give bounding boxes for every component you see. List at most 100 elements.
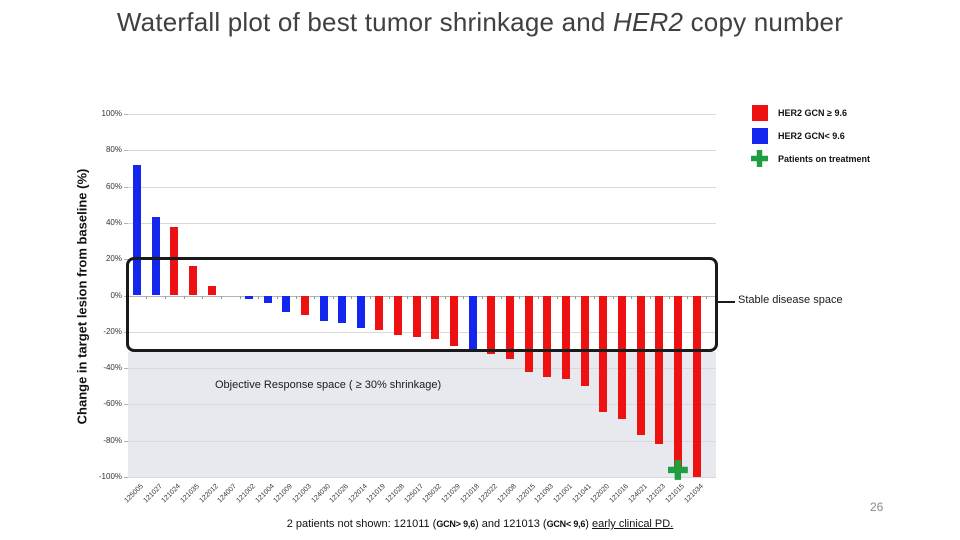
waterfall-bar <box>375 295 384 330</box>
waterfall-bar <box>617 295 626 419</box>
green-cross-icon <box>751 150 768 167</box>
x-axis-tick-mark <box>649 295 651 299</box>
x-axis-tick-mark <box>407 295 409 299</box>
red-square-swatch <box>752 104 768 121</box>
x-axis-tick-mark <box>705 295 707 299</box>
gridline <box>128 295 716 297</box>
y-axis-tick-label: -60% <box>103 399 122 409</box>
waterfall-bar <box>133 164 141 296</box>
x-axis-tick-mark <box>575 295 577 299</box>
x-axis-tick-mark <box>482 295 484 299</box>
x-axis-tick-mark <box>276 295 278 299</box>
y-axis-tick-mark <box>124 368 128 370</box>
waterfall-bar <box>207 286 216 296</box>
x-axis-tick-mark <box>351 295 353 299</box>
waterfall-bar <box>524 295 533 372</box>
x-axis-tick-mark <box>556 295 558 299</box>
y-axis-tick-mark <box>124 222 128 224</box>
gridline <box>128 331 716 333</box>
y-axis-tick-mark <box>124 150 128 152</box>
x-axis-tick-mark <box>668 295 670 299</box>
x-axis-tick-mark <box>332 295 334 299</box>
waterfall-bar <box>673 295 682 468</box>
gridline <box>128 222 716 224</box>
y-axis-tick-mark <box>124 404 128 406</box>
gridline <box>128 404 716 406</box>
gridline <box>128 186 716 188</box>
x-axis-tick-mark <box>612 295 614 299</box>
waterfall-bar <box>636 295 645 436</box>
waterfall-bar <box>356 295 365 329</box>
footnote-text: ) and 121013 ( <box>475 518 547 530</box>
waterfall-bar <box>282 295 291 312</box>
waterfall-bar <box>561 295 570 379</box>
legend-label: Patients on treatment <box>778 153 871 164</box>
objective-response-region <box>128 351 716 477</box>
waterfall-bar <box>263 295 272 303</box>
footnote-gcn2: GCN< 9,6 <box>546 519 586 529</box>
page-number: 26 <box>870 500 884 514</box>
y-axis-tick-label: 40% <box>105 217 122 227</box>
gridline <box>128 150 716 152</box>
x-axis-tick-mark <box>444 295 446 299</box>
slide-title: Waterfall plot of best tumor shrinkage a… <box>65 6 895 39</box>
x-axis-tick-mark <box>183 295 185 299</box>
waterfall-bar <box>394 295 403 336</box>
x-axis-tick-mark <box>687 295 689 299</box>
waterfall-bar <box>431 295 440 340</box>
legend-item-on-treatment: Patients on treatment <box>751 150 871 167</box>
waterfall-bar <box>580 295 589 387</box>
gridline <box>128 114 716 115</box>
x-axis-tick-mark <box>500 295 502 299</box>
stable-disease-connector <box>717 301 735 303</box>
y-axis-tick-label: 0% <box>110 290 122 300</box>
legend-item-gcn-high: HER2 GCN ≥ 9.6 <box>752 104 870 121</box>
legend-label: HER2 GCN ≥ 9.6 <box>778 107 847 118</box>
y-axis-tick-label: -80% <box>103 435 122 445</box>
y-axis-tick-mark <box>124 477 128 478</box>
y-axis-tick-mark <box>124 186 128 188</box>
x-axis-tick-mark <box>239 295 241 299</box>
waterfall-bar <box>338 295 347 323</box>
y-axis-tick-mark <box>124 114 128 115</box>
waterfall-bar <box>319 295 328 321</box>
waterfall-bar <box>599 295 608 412</box>
y-axis-tick-label: -40% <box>103 363 122 373</box>
footnote: 2 patients not shown: 121011 (GCN> 9,6) … <box>0 518 960 530</box>
gridline <box>128 477 716 478</box>
footnote-underlined: early clinical PD. <box>591 518 674 530</box>
footnote-text: ) <box>585 518 592 530</box>
waterfall-bar <box>487 295 496 354</box>
y-axis-tick-label: -100% <box>98 472 122 481</box>
y-axis-tick-label: 100% <box>101 109 122 118</box>
x-axis-tick-mark <box>426 295 428 299</box>
x-axis-tick-mark <box>258 295 260 299</box>
legend-label: HER2 GCN< 9.6 <box>778 130 845 141</box>
legend-item-gcn-low: HER2 GCN< 9.6 <box>752 127 870 144</box>
stable-disease-label: Stable disease space <box>738 294 843 306</box>
y-axis-tick-mark <box>124 440 128 442</box>
waterfall-bar <box>450 295 459 347</box>
gridline <box>128 440 716 442</box>
waterfall-bar <box>468 295 477 350</box>
slide-title-her2: HER2 <box>613 7 684 37</box>
waterfall-bar <box>300 295 309 316</box>
waterfall-bar <box>655 295 664 445</box>
gridline <box>128 368 716 370</box>
waterfall-bar <box>244 295 253 300</box>
y-axis-tick-mark <box>124 259 128 261</box>
waterfall-bar <box>543 295 552 378</box>
waterfall-bar <box>506 295 514 360</box>
y-axis-tick-label: 20% <box>105 254 122 264</box>
slide-title-part1: Waterfall plot of best tumor shrinkage a… <box>116 7 613 37</box>
chart-legend: HER2 GCN ≥ 9.6 HER2 GCN< 9.6 Patients on… <box>751 104 871 173</box>
x-axis-tick-mark <box>202 295 204 299</box>
x-axis-tick-mark <box>314 295 316 299</box>
footnote-gcn1: GCN> 9,6 <box>436 519 475 529</box>
x-axis-tick-mark <box>370 295 372 299</box>
stable-disease-box <box>126 257 718 352</box>
x-axis-tick-mark <box>164 295 166 299</box>
waterfall-bar <box>412 295 421 338</box>
x-axis-tick-mark <box>537 295 539 299</box>
